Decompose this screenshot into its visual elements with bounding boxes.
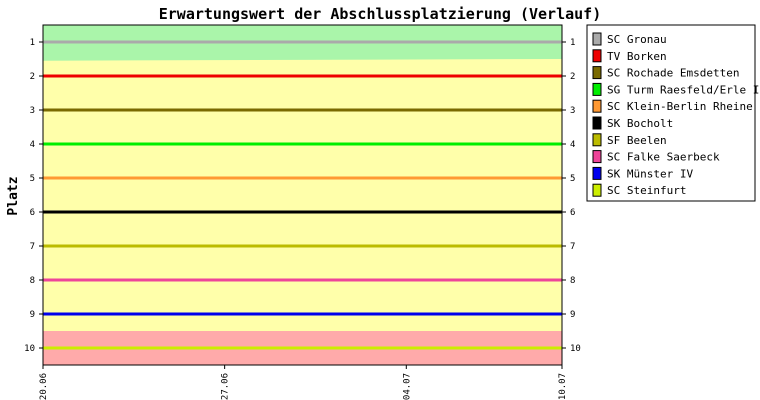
y-tick-label-left: 7 (30, 242, 35, 252)
y-tick-label-right: 6 (570, 208, 575, 218)
y-tick-label-right: 9 (570, 310, 575, 320)
y-tick-label-right: 7 (570, 242, 575, 252)
y-tick-label-left: 9 (30, 310, 35, 320)
legend-label-7: SF Beelen (607, 134, 667, 147)
x-tick-label: 04.07 (402, 373, 412, 400)
y-tick-label-left: 10 (24, 344, 35, 354)
y-tick-label-right: 10 (570, 344, 581, 354)
y-tick-label-right: 3 (570, 106, 575, 116)
legend-label-3: SC Rochade Emsdetten (607, 67, 739, 80)
x-tick-label: 27.06 (221, 373, 231, 400)
plot-area (43, 25, 562, 365)
y-tick-label-right: 8 (570, 276, 575, 286)
legend-label-2: TV Borken (607, 50, 667, 63)
y-axis-label: Platz (6, 176, 21, 215)
legend-label-1: SC Gronau (607, 33, 667, 46)
legend-swatch-3 (592, 66, 602, 80)
legend-swatch-2 (592, 49, 602, 63)
legend-swatch-7 (592, 133, 602, 147)
y-tick-label-left: 3 (30, 106, 35, 116)
x-tick-label: 10.07 (558, 373, 568, 400)
legend-swatch-5 (592, 99, 602, 113)
legend-label-9: SK Münster IV (607, 167, 693, 180)
legend-box (586, 24, 756, 202)
band-mittelfeld (43, 25, 562, 365)
y-tick-label-left: 6 (30, 208, 35, 218)
legend-swatch-1 (592, 32, 602, 46)
y-tick-label-left: 4 (30, 140, 35, 150)
legend-swatch-8 (592, 150, 602, 164)
chart-title: Erwartungswert der Abschlussplatzierung … (159, 5, 602, 23)
legend-label-6: SK Bocholt (607, 117, 673, 130)
legend-label-8: SC Falke Saerbeck (607, 151, 720, 164)
legend-swatch-10 (592, 183, 602, 197)
legend-label-4: SG Turm Raesfeld/Erle II (607, 83, 760, 96)
y-tick-label-left: 2 (30, 72, 35, 82)
legend-label-10: SC Steinfurt (607, 184, 686, 197)
legend: SC Gronau TV Borken SC Rochade Emsdetten SG… (586, 24, 760, 202)
y-tick-label-right: 5 (570, 174, 575, 184)
y-tick-label-right: 4 (570, 140, 575, 150)
y-tick-label-right: 1 (570, 38, 575, 48)
legend-swatch-9 (592, 166, 602, 180)
y-tick-label-right: 2 (570, 72, 575, 82)
y-tick-label-left: 8 (30, 276, 35, 286)
legend-swatch-6 (592, 116, 602, 130)
x-tick-label: 20.06 (39, 373, 49, 400)
legend-swatch-4 (592, 82, 602, 96)
axes: 1 1 2 2 3 3 4 4 5 5 6 6 7 7 8 8 9 9 10 10 20.06 27.06 04.07 10.… (24, 24, 581, 400)
plot-frame (42, 24, 563, 366)
y-tick-label-left: 5 (30, 174, 35, 184)
legend-label-5: SC Klein-Berlin Rheine (607, 100, 753, 113)
y-tick-label-left: 1 (30, 38, 35, 48)
